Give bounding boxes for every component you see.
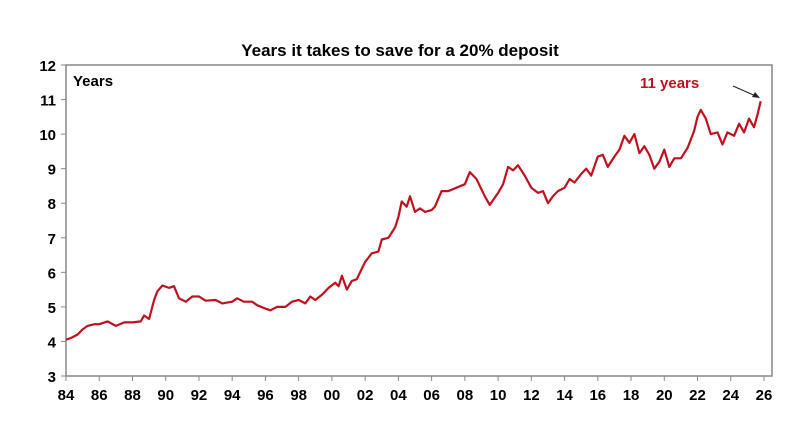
x-tick-label: 90 — [157, 387, 174, 404]
x-tick-label: 94 — [224, 387, 241, 404]
x-tick-label: 26 — [756, 387, 773, 404]
x-tick-label: 98 — [290, 387, 307, 404]
x-tick-label: 10 — [490, 387, 507, 404]
x-tick-label: 24 — [722, 387, 739, 404]
x-tick-label: 22 — [689, 387, 706, 404]
x-tick-label: 86 — [91, 387, 108, 404]
chart-title: Years it takes to save for a 20% deposit — [241, 41, 559, 60]
arrowhead-icon — [752, 92, 760, 98]
x-tick-label: 20 — [656, 387, 673, 404]
x-tick-label: 02 — [357, 387, 374, 404]
y-tick-label: 6 — [48, 265, 56, 282]
x-tick-label: 14 — [556, 387, 573, 404]
y-tick-label: 4 — [48, 334, 57, 351]
y-tick-label: 7 — [48, 231, 56, 248]
x-tick-label: 96 — [257, 387, 274, 404]
y-tick-label: 10 — [39, 127, 56, 144]
x-tick-label: 12 — [523, 387, 540, 404]
x-tick-label: 92 — [191, 387, 208, 404]
x-tick-label: 18 — [623, 387, 640, 404]
y-tick-label: 8 — [48, 196, 56, 213]
y-axis-label: Years — [73, 73, 113, 90]
y-tick-label: 5 — [48, 300, 56, 317]
x-tick-label: 84 — [58, 387, 75, 404]
y-tick-label: 11 — [40, 93, 56, 110]
y-tick-label: 12 — [39, 58, 56, 75]
annotation-11-years: 11 years — [640, 75, 699, 92]
x-tick-label: 08 — [457, 387, 474, 404]
x-tick-label: 06 — [423, 387, 440, 404]
x-tick-label: 16 — [589, 387, 606, 404]
series-line — [65, 101, 762, 341]
x-tick-label: 04 — [390, 387, 407, 404]
x-tick-label: 88 — [124, 387, 141, 404]
x-tick-label: 00 — [324, 387, 341, 404]
y-tick-label: 3 — [48, 369, 56, 386]
plot-frame — [65, 64, 773, 377]
y-tick-label: 9 — [48, 162, 56, 179]
